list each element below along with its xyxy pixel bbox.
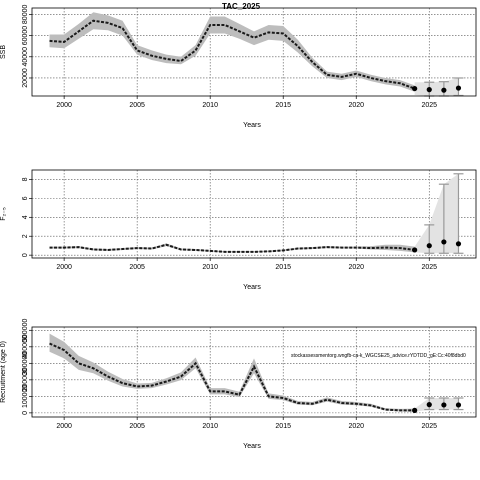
ssb-xtick-label-2015: 2015	[275, 102, 291, 109]
rec-ytick-label-200000: 200000	[22, 368, 29, 391]
rec-xtick-label-2025: 2025	[421, 423, 437, 430]
rec-xtick-label-2000: 2000	[56, 423, 72, 430]
rec-xlabel: Years	[243, 443, 261, 450]
f-proj-point-2024	[412, 247, 418, 253]
rec-proj-point-2026	[441, 402, 447, 408]
rec-ytick-label-500000: 500000	[22, 319, 29, 342]
fishing-mortality-panel: 2000 2005 2010 2015 2020 2025 0 2 4 6 8 Years F₂₋₅	[0, 169, 477, 291]
ssb-xtick-label-2005: 2005	[129, 102, 145, 109]
ssb-plot-frame	[31, 7, 477, 97]
f-estimate-line	[49, 243, 415, 253]
f-projection-band	[414, 173, 459, 254]
rec-estimate-line	[49, 342, 415, 412]
f-xtick-label-2020: 2020	[348, 264, 364, 271]
rec-ytick-label-400000: 400000	[22, 335, 29, 358]
f-proj-point-2026	[441, 239, 447, 245]
ssb-proj-point-2025	[426, 87, 432, 93]
ssb-ytick-label-80000: 80000	[22, 5, 29, 25]
ssb-confidence-band	[49, 12, 415, 92]
ssb-xtick-label-2025: 2025	[421, 102, 437, 109]
ssb-ytick-label-20000: 20000	[22, 68, 29, 88]
rec-projection-band	[414, 398, 459, 412]
f-plot-frame	[31, 169, 477, 259]
f-xtick-label-2015: 2015	[275, 264, 291, 271]
ssb-proj-point-2026	[441, 87, 447, 93]
rec-ytick-label-0: 0	[22, 411, 29, 415]
f-ytick-label-2: 2	[22, 234, 29, 238]
ssb-estimate-line	[49, 19, 415, 90]
f-ytick-label-8: 8	[22, 177, 29, 181]
ssb-projection-band	[414, 77, 459, 96]
rec-plot-frame	[31, 326, 477, 418]
f-xlabel: Years	[243, 284, 261, 291]
rec-xtick-label-2005: 2005	[129, 423, 145, 430]
f-xtick-label-2000: 2000	[56, 264, 72, 271]
rec-ytick-label-100000: 100000	[22, 385, 29, 408]
rec-ytick-label-300000: 300000	[22, 352, 29, 375]
ssb-proj-point-2024	[412, 85, 418, 92]
ssb-proj-point-2027	[455, 85, 462, 91]
ssb-xtick-label-2020: 2020	[348, 102, 364, 109]
ssb-ylabel: SSB	[0, 45, 7, 59]
ssb-xlabel: Years	[243, 122, 261, 129]
figure-title: TAC_2025	[222, 2, 261, 11]
f-xtick-label-2025: 2025	[421, 264, 437, 271]
f-proj-point-2027	[455, 241, 462, 247]
f-proj-point-2025	[426, 243, 432, 249]
ssb-panel: 2000 2005 2010 2015 2020 2025 2000040000600008…	[0, 5, 477, 129]
rec-proj-point-2024	[412, 407, 418, 413]
ssb-xtick-label-2000: 2000	[56, 102, 72, 109]
rec-proj-point-2025	[426, 402, 432, 408]
f-xtick-label-2010: 2010	[202, 264, 218, 271]
f-xtick-label-2005: 2005	[129, 264, 145, 271]
recruitment-panel: 2000 2005 2010 2015 2020 2025 0 100000200000300…	[0, 319, 477, 450]
rec-xtick-label-2015: 2015	[275, 423, 291, 430]
source-note: stockassessmentorg.wngfb-ca-k_WGCSE25_ad…	[291, 353, 466, 359]
rec-proj-point-2027	[455, 402, 462, 408]
ssb-xtick-label-2010: 2010	[202, 102, 218, 109]
ssb-ytick-label-60000: 60000	[22, 26, 29, 46]
f-ytick-label-6: 6	[22, 196, 29, 200]
f-ylabel: F₂₋₅	[0, 207, 7, 221]
rec-ylabel: Recruitment (age 0)	[0, 341, 7, 403]
rec-xtick-label-2020: 2020	[348, 423, 364, 430]
f-ytick-label-4: 4	[22, 215, 29, 219]
f-ytick-label-0: 0	[22, 253, 29, 257]
rec-xtick-label-2010: 2010	[202, 423, 218, 430]
rec-confidence-band	[49, 333, 415, 412]
ssb-ytick-label-40000: 40000	[22, 47, 29, 67]
